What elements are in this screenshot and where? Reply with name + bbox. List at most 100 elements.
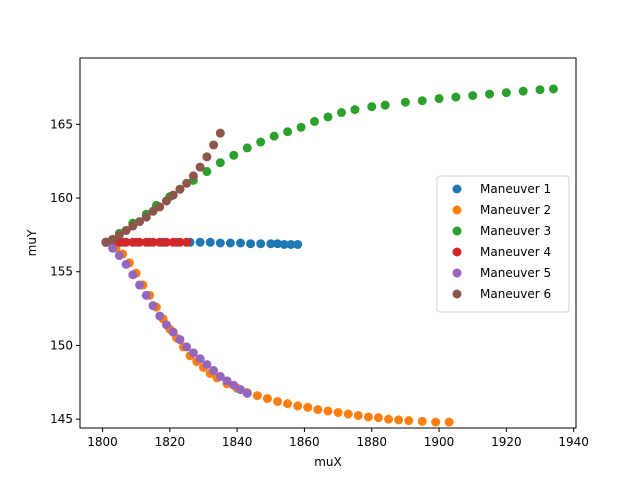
data-point: [417, 416, 427, 426]
y-tick-label: 160: [50, 191, 73, 205]
data-point: [353, 410, 363, 420]
data-point: [310, 116, 320, 126]
data-point: [266, 239, 276, 249]
data-point: [182, 342, 192, 352]
data-point: [135, 217, 145, 227]
data-point: [195, 354, 205, 364]
data-point: [394, 415, 404, 425]
data-point: [256, 239, 266, 249]
legend-label: Maneuver 3: [480, 224, 551, 238]
data-point: [175, 335, 185, 345]
legend-marker: [452, 247, 462, 257]
x-tick-label: 1940: [558, 435, 589, 449]
data-point: [350, 105, 360, 115]
data-point: [293, 239, 303, 249]
legend-marker: [452, 268, 462, 278]
data-point: [373, 413, 383, 423]
data-point: [236, 385, 246, 395]
y-tick-label: 165: [50, 117, 73, 131]
legend-label: Maneuver 2: [480, 203, 551, 217]
data-point: [273, 239, 283, 249]
data-point: [188, 348, 198, 358]
data-point: [135, 280, 145, 290]
legend: Maneuver 1 Maneuver 2 Maneuver 3 Maneuver 4…: [436, 175, 570, 313]
data-point: [367, 102, 377, 112]
x-tick-label: 1860: [289, 435, 320, 449]
data-point: [336, 108, 346, 118]
data-point: [303, 402, 313, 412]
data-point: [222, 376, 232, 386]
data-point: [400, 97, 410, 107]
data-point: [155, 311, 165, 321]
data-point: [242, 143, 252, 153]
data-point: [155, 237, 165, 247]
data-point: [431, 417, 441, 427]
data-point: [108, 243, 118, 253]
data-point: [168, 327, 178, 337]
legend-label: Maneuver 1: [480, 182, 551, 196]
data-point: [195, 237, 205, 247]
x-tick-label: 1800: [87, 435, 118, 449]
data-point: [168, 190, 178, 200]
data-point: [256, 137, 266, 147]
data-point: [205, 237, 215, 247]
data-point: [155, 202, 165, 212]
data-point: [128, 221, 138, 231]
data-point: [161, 320, 171, 330]
data-point: [434, 94, 444, 104]
y-tick-label: 150: [50, 338, 73, 352]
y-tick-label: 155: [50, 265, 73, 279]
data-point: [108, 234, 118, 244]
data-point: [283, 127, 293, 137]
data-point: [225, 238, 235, 248]
data-point: [215, 371, 225, 381]
x-tick-label: 1820: [155, 435, 186, 449]
data-point: [501, 88, 511, 98]
data-point: [548, 84, 558, 94]
data-point: [135, 237, 145, 247]
data-point: [236, 238, 246, 248]
points-layer: [101, 84, 558, 427]
data-point: [296, 122, 306, 132]
data-point: [417, 96, 427, 106]
data-point: [161, 237, 171, 247]
data-point: [114, 237, 124, 247]
data-point: [114, 230, 124, 240]
data-point: [182, 178, 192, 188]
data-point: [252, 391, 262, 401]
data-point: [313, 405, 323, 415]
series-5: [101, 237, 252, 398]
data-point: [141, 237, 151, 247]
data-point: [188, 171, 198, 181]
data-point: [101, 237, 111, 247]
plot-frame: [79, 57, 577, 429]
data-point: [121, 259, 131, 269]
data-point: [242, 388, 252, 398]
data-point: [215, 128, 225, 138]
data-point: [404, 416, 414, 426]
data-point: [323, 112, 333, 122]
data-point: [121, 225, 131, 235]
series-2: [101, 237, 454, 427]
data-point: [333, 408, 343, 418]
legend-marker: [452, 226, 462, 236]
legend-label: Maneuver 5: [480, 266, 551, 280]
data-point: [209, 140, 219, 150]
data-point: [209, 366, 219, 376]
data-point: [246, 239, 256, 249]
x-tick-label: 1840: [222, 435, 253, 449]
data-point: [215, 158, 225, 168]
data-point: [444, 417, 454, 427]
legend-marker: [452, 289, 462, 299]
legend-box: [436, 175, 570, 313]
data-point: [229, 380, 239, 390]
data-point: [363, 412, 373, 422]
y-axis-label: muY: [25, 229, 39, 256]
data-point: [141, 212, 151, 222]
legend-marker: [452, 184, 462, 194]
data-point: [283, 399, 293, 409]
data-point: [468, 91, 478, 101]
data-point: [128, 237, 138, 247]
data-point: [195, 162, 205, 172]
data-point: [269, 131, 279, 141]
